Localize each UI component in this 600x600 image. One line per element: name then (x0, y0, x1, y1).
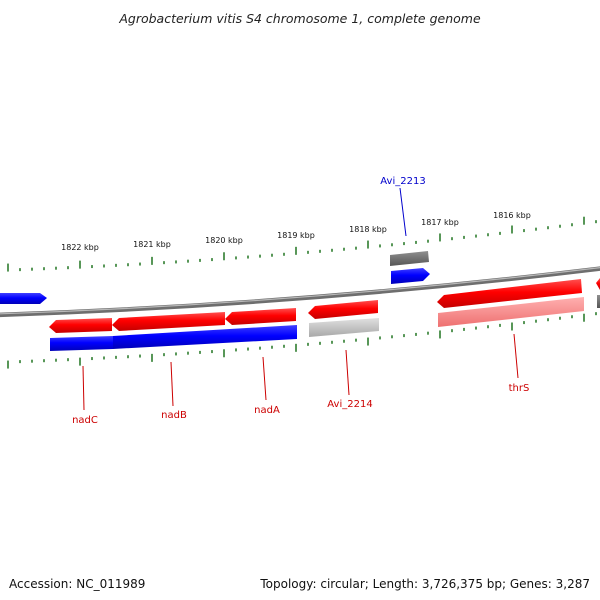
gene-thrS-mrna-track[interactable] (438, 297, 584, 327)
tick-label-1822: 1822 kbp (61, 243, 99, 252)
gene-nadC-cds-track[interactable] (50, 336, 113, 351)
gene-avi-2214-rna-track[interactable] (309, 318, 379, 337)
outer-tick-ruler (7, 216, 597, 272)
leader-line-avi-2213 (399, 187, 407, 237)
leader-line-avi-2214 (345, 349, 350, 396)
leader-line-nadC (82, 365, 85, 411)
gene-arrow-left-edge[interactable] (0, 293, 47, 304)
chromosome-backbone (0, 266, 600, 318)
tick-label-1819: 1819 kbp (277, 231, 315, 240)
gene-label-nadB[interactable]: nadB (161, 410, 187, 421)
gene-avi-2213-arrow[interactable] (391, 268, 430, 284)
gene-label-avi-2214[interactable]: Avi_2214 (327, 399, 372, 410)
leader-lines-red (82, 333, 519, 411)
gene-nadA-arrow[interactable] (225, 308, 296, 325)
leader-line-nadA (262, 356, 267, 401)
tick-label-1820: 1820 kbp (205, 236, 243, 245)
tick-label-1816: 1816 kbp (493, 211, 531, 220)
gene-label-nadA[interactable]: nadA (254, 405, 280, 416)
footer-genome-stats: Topology: circular; Length: 3,726,375 bp… (260, 577, 590, 591)
gene-avi-2213-rna-track[interactable] (390, 251, 429, 266)
inner-tick-ruler (7, 312, 597, 369)
gene-nadB-cds-track[interactable] (113, 325, 297, 349)
gene-nadB-arrow[interactable] (112, 312, 225, 331)
gene-label-nadC[interactable]: nadC (72, 415, 98, 426)
ruler-labels: 1822 kbp 1821 kbp 1820 kbp 1819 kbp 1818… (61, 211, 531, 252)
gene-label-thrS[interactable]: thrS (509, 383, 530, 394)
chromosome-backbone-highlight (0, 266, 600, 315)
footer-accession: Accession: NC_011989 (9, 577, 146, 591)
leader-line-nadB (170, 361, 174, 407)
gene-label-avi-2213[interactable]: Avi_2213 (380, 176, 425, 187)
gene-track-right-edge[interactable] (597, 295, 600, 308)
tick-label-1817: 1817 kbp (421, 218, 459, 227)
gene-avi-2214-arrow[interactable] (308, 300, 378, 319)
leader-lines-blue (399, 187, 407, 237)
gene-thrS-arrow[interactable] (437, 279, 582, 308)
tick-label-1818: 1818 kbp (349, 225, 387, 234)
gene-arrow-right-edge[interactable] (596, 278, 600, 290)
map-title: Agrobacterium vitis S4 chromosome 1, com… (118, 11, 481, 26)
gene-nadC-arrow[interactable] (49, 318, 112, 333)
leader-line-thrS (513, 333, 519, 379)
tick-label-1821: 1821 kbp (133, 240, 171, 249)
